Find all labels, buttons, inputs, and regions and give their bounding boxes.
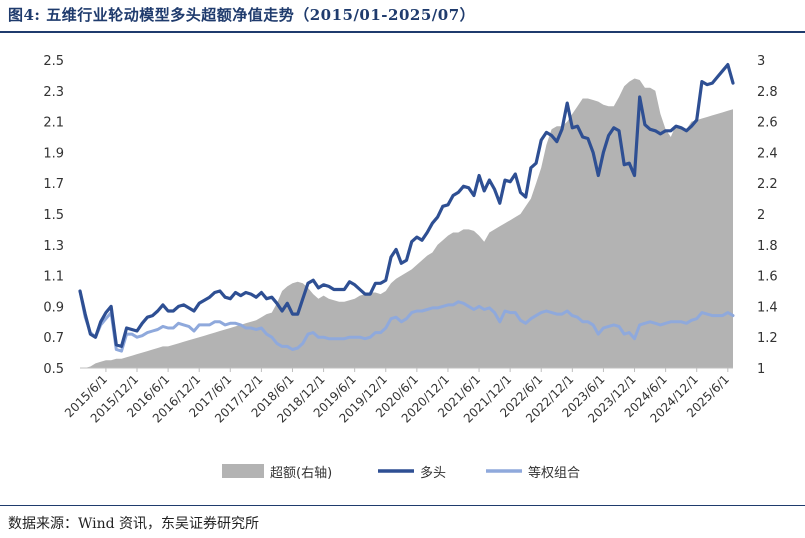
legend-item-excess: 超额(右轴) — [222, 464, 332, 481]
y-left-tick-label: 2.1 — [43, 116, 64, 131]
y-left-tick-label: 1.7 — [43, 177, 64, 192]
legend-item-equal-weight: 等权组合 — [486, 465, 580, 481]
y-left-tick-label: 1.1 — [43, 270, 64, 285]
series-equal-weight-line — [78, 289, 735, 353]
y-left-tick-label: 2.5 — [43, 54, 64, 69]
series-long-line — [78, 62, 735, 348]
y-right-tick-label: 1.6 — [757, 270, 778, 285]
y-left-tick-label: 0.7 — [43, 331, 64, 346]
legend-label: 超额(右轴) — [270, 466, 332, 481]
chart-title: 图4: 五维行业轮动模型多头超额净值走势（2015/01-2025/07） — [8, 6, 476, 24]
y-left-tick-label: 1.3 — [43, 239, 64, 254]
y-right-tick-label: 1.8 — [757, 239, 778, 254]
y-right-tick-label: 2 — [757, 208, 765, 223]
source-divider — [0, 505, 805, 506]
y-right-tick-label: 3 — [757, 54, 765, 69]
y-right-tick-label: 2.6 — [757, 116, 778, 131]
title-divider — [0, 31, 805, 33]
y-left-tick-label: 0.9 — [43, 300, 64, 315]
legend-swatch — [222, 464, 264, 478]
legend-label: 等权组合 — [528, 465, 580, 481]
chart: 0.5 0.7 0.9 1.1 1.3 1.5 1.7 1.9 2.1 2.3 2.5 1 1.2 1.4… — [43, 54, 778, 481]
y-right-tick-label: 1.2 — [757, 331, 778, 346]
legend-label: 多头 — [420, 465, 446, 481]
y-left-tick-label: 1.5 — [43, 208, 64, 223]
source-note: 数据来源：Wind 资讯，东吴证券研究所 — [8, 516, 260, 532]
y-left-tick-label: 1.9 — [43, 146, 64, 161]
y-left-tick-label: 2.3 — [43, 85, 64, 100]
y-right-tick-label: 1 — [757, 362, 765, 377]
series-excess-area — [80, 78, 733, 368]
y-right-tick-label: 2.4 — [757, 146, 778, 161]
legend-item-long: 多头 — [378, 465, 446, 481]
y-left-tick-label: 0.5 — [43, 362, 64, 377]
y-right-tick-label: 2.8 — [757, 85, 778, 100]
y-right-tick-label: 1.4 — [757, 300, 778, 315]
y-right-tick-label: 2.2 — [757, 177, 778, 192]
